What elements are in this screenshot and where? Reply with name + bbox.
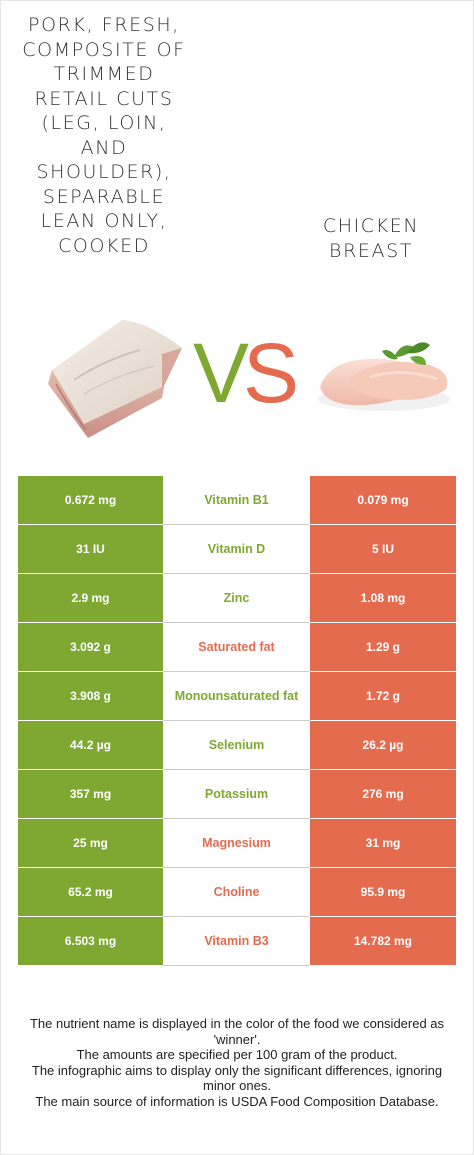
nutrient-name: Monounsaturated fat [163,672,310,721]
nutrient-row: 0.672 mg Vitamin B1 0.079 mg [18,476,456,525]
vs-s-letter: S [243,326,300,420]
nutrient-name: Magnesium [163,819,310,868]
left-food-value: 2.9 mg [18,574,163,622]
footnote-amounts: The amounts are specified per 100 gram o… [76,1047,398,1062]
right-food-value: 14.782 mg [310,917,456,965]
nutrient-name: Choline [163,868,310,917]
nutrient-row: 3.908 g Monounsaturated fat 1.72 g [18,672,456,721]
footnote-source: The main source of information is USDA F… [35,1093,439,1109]
right-food-value: 95.9 mg [310,868,456,916]
left-food-value: 44.2 µg [18,721,163,769]
right-food-title: Chicken breast [322,215,420,262]
nutrient-name: Potassium [163,770,310,819]
comparison-table: 0.672 mg Vitamin B1 0.079 mg 31 IU Vitamin D… [18,476,456,966]
nutrient-row: 3.092 g Saturated fat 1.29 g [18,623,456,672]
footnote-winner-color: The nutrient name is displayed in the co… [29,1016,445,1047]
nutrient-name: Saturated fat [163,623,310,672]
nutrient-name: Vitamin B3 [163,917,310,966]
left-food-value: 3.908 g [18,672,163,720]
left-food-value: 25 mg [18,819,163,867]
nutrient-name: Vitamin D [163,525,310,574]
left-food-title: Pork, fresh, composite of trimmed retail… [22,14,186,257]
nutrient-row: 357 mg Potassium 276 mg [18,770,456,819]
right-food-value: 26.2 µg [310,721,456,769]
nutrient-name: Selenium [163,721,310,770]
right-food-value: 31 mg [310,819,456,867]
nutrient-row: 25 mg Magnesium 31 mg [18,819,456,868]
left-food-value: 3.092 g [18,623,163,671]
right-food-value: 276 mg [310,770,456,818]
vs-v-letter: V [193,326,250,420]
nutrient-name: Vitamin B1 [163,476,310,525]
footnotes: The nutrient name is displayed in the co… [14,1016,460,1109]
right-food-value: 1.08 mg [310,574,456,622]
nutrient-row: 44.2 µg Selenium 26.2 µg [18,721,456,770]
nutrient-row: 2.9 mg Zinc 1.08 mg [18,574,456,623]
right-food-value: 5 IU [310,525,456,573]
footnote-significance: The infographic aims to display only the… [31,1062,443,1094]
nutrient-row: 6.503 mg Vitamin B3 14.782 mg [18,917,456,966]
right-food-value: 1.29 g [310,623,456,671]
right-food-value: 1.72 g [310,672,456,720]
left-food-value: 357 mg [18,770,163,818]
pork-image [48,320,182,438]
left-food-value: 6.503 mg [18,917,163,965]
chicken-image [318,342,450,411]
nutrient-row: 65.2 mg Choline 95.9 mg [18,868,456,917]
left-food-value: 65.2 mg [18,868,163,916]
left-food-value: 0.672 mg [18,476,163,524]
nutrient-name: Zinc [163,574,310,623]
right-food-value: 0.079 mg [310,476,456,524]
left-food-value: 31 IU [18,525,163,573]
